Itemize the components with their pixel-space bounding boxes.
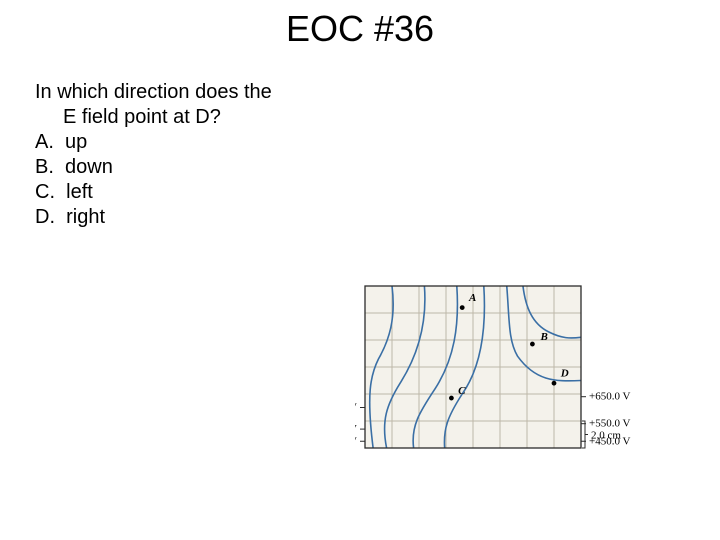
option-b-text: down	[65, 156, 113, 178]
question-line-2: E field point at D?	[35, 105, 272, 130]
point-c	[449, 396, 454, 401]
question-line-1: In which direction does the	[35, 80, 272, 105]
voltage-label-left: +250.0 V	[355, 423, 357, 435]
voltage-label-left: +150.0 V	[355, 402, 357, 414]
option-a-text: up	[65, 131, 87, 153]
voltage-label-left: +350.0 V	[355, 435, 357, 447]
voltage-label-right: +550.0 V	[589, 418, 631, 430]
scale-label: 2.0 cm	[591, 430, 621, 442]
option-b-letter: B.	[35, 156, 54, 178]
point-label-b: B	[540, 331, 548, 343]
scale-bracket	[582, 421, 588, 448]
point-b	[530, 342, 535, 347]
page-title: EOC #36	[0, 8, 720, 50]
option-c-text: left	[66, 181, 93, 203]
point-d	[552, 381, 557, 386]
point-a	[460, 305, 465, 310]
point-label-c: C	[458, 385, 466, 397]
option-c: C. left	[35, 180, 272, 205]
point-label-a: A	[468, 292, 476, 304]
option-c-letter: C.	[35, 181, 55, 203]
option-a: A. up	[35, 130, 272, 155]
voltage-label-right: +650.0 V	[589, 391, 631, 403]
question-block: In which direction does the E field poin…	[35, 80, 272, 230]
option-b: B. down	[35, 155, 272, 180]
equipotential-svg: ABCD+150.0 V+250.0 V+350.0 V+450.0 V+550…	[355, 280, 695, 470]
point-label-d: D	[560, 367, 569, 379]
equipotential-figure: ABCD+150.0 V+250.0 V+350.0 V+450.0 V+550…	[355, 280, 695, 470]
option-d-letter: D.	[35, 206, 55, 228]
option-a-letter: A.	[35, 131, 54, 153]
option-d: D. right	[35, 205, 272, 230]
option-d-text: right	[66, 206, 105, 228]
